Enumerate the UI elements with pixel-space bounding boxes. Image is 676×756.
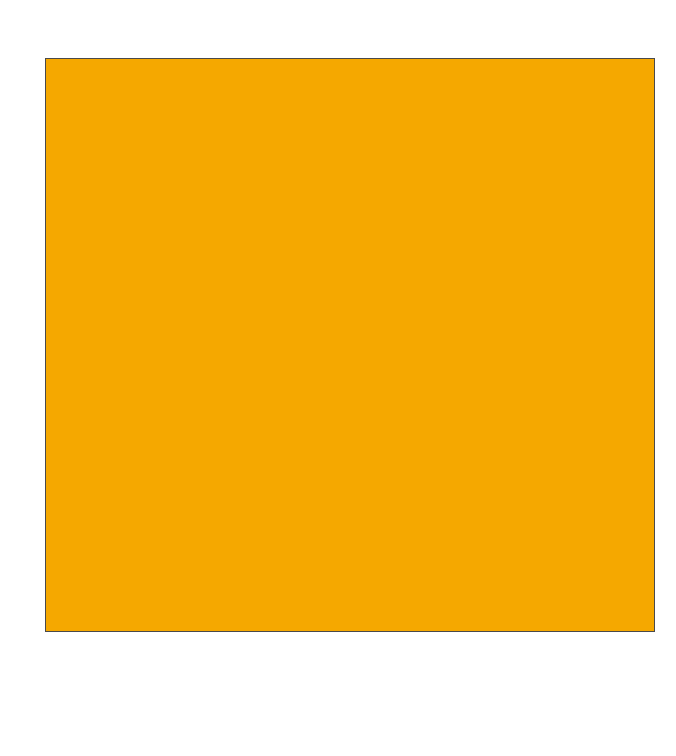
colorbar-scale[interactable] [82, 676, 620, 693]
temperature-heatmap-layer [46, 59, 654, 631]
colorbar-right-arrow-icon [620, 676, 652, 693]
map-plot-area[interactable] [45, 58, 655, 632]
colorbar-left-arrow-icon [50, 676, 82, 693]
map-frame [45, 58, 655, 632]
colorbar [40, 660, 640, 708]
map-boundaries-layer [46, 59, 655, 632]
